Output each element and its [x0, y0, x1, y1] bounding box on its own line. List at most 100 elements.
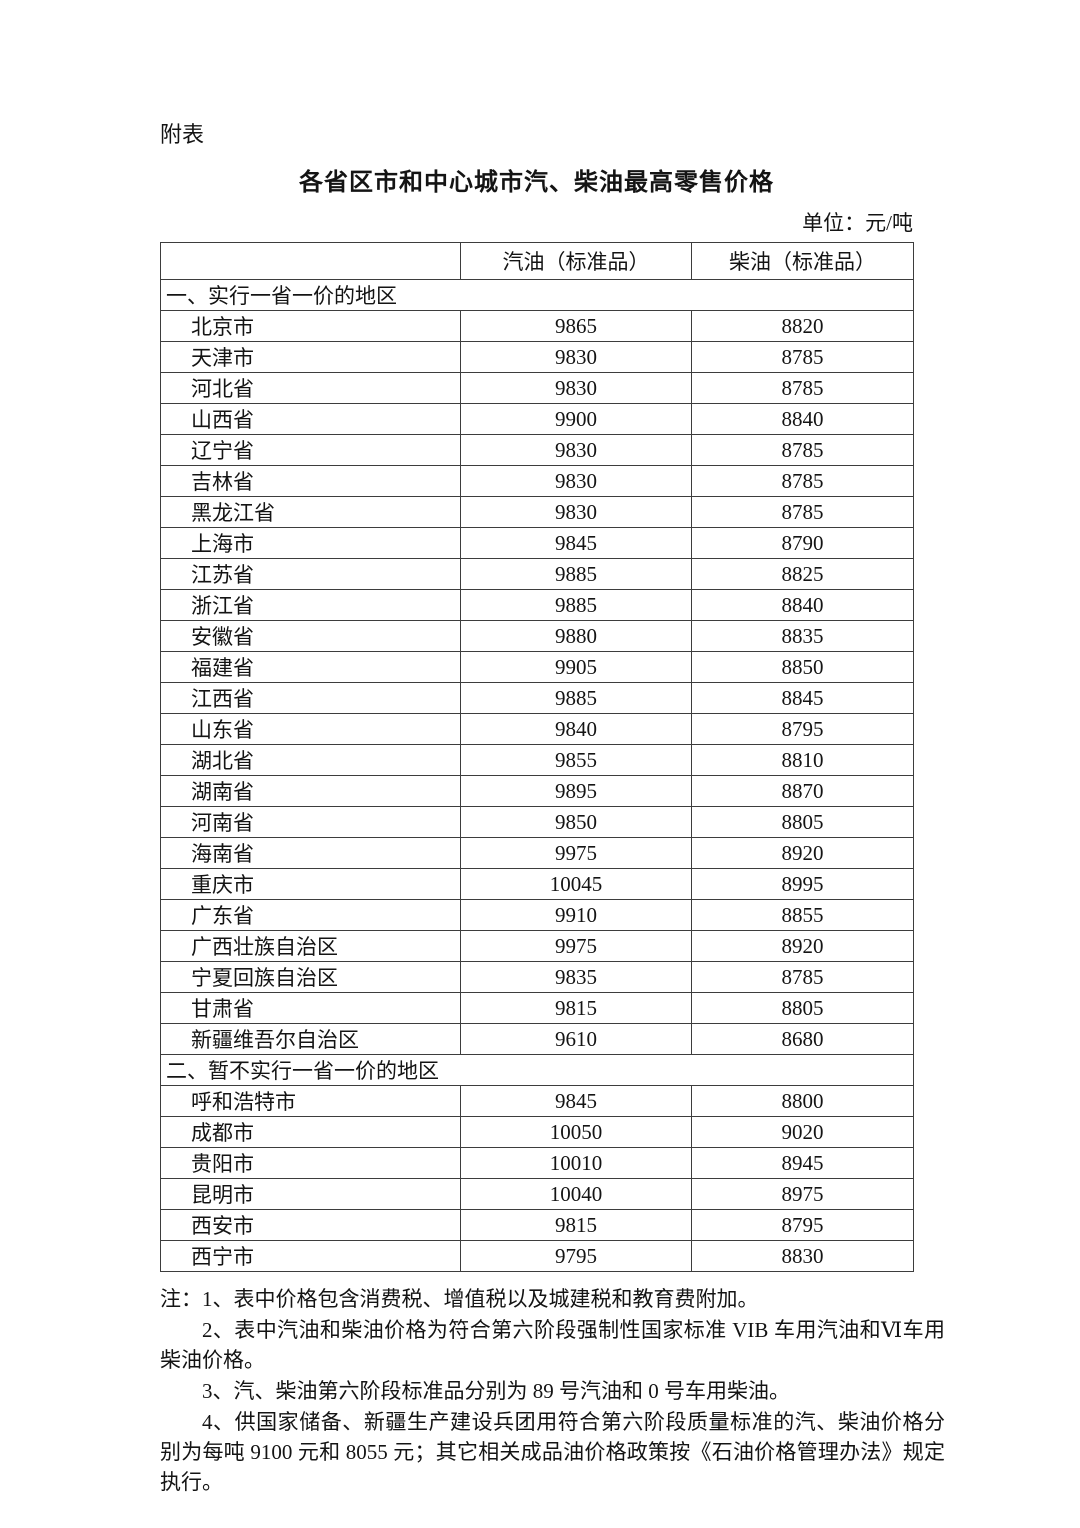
gasoline-price-cell: 9975	[460, 837, 692, 869]
price-row: 重庆市 10045 8995	[160, 868, 914, 900]
region-cell: 福建省	[160, 651, 461, 683]
gasoline-price-cell: 9815	[460, 992, 692, 1024]
gasoline-price-cell: 9855	[460, 744, 692, 776]
gasoline-price-cell: 9830	[460, 496, 692, 528]
diesel-price-cell: 8975	[691, 1178, 914, 1210]
region-cell: 山东省	[160, 713, 461, 745]
price-row: 山东省 9840 8795	[160, 713, 914, 745]
price-row: 河南省 9850 8805	[160, 806, 914, 838]
gasoline-price-cell: 9975	[460, 930, 692, 962]
gasoline-price-cell: 10045	[460, 868, 692, 900]
region-cell: 西安市	[160, 1209, 461, 1241]
diesel-price-cell: 8870	[691, 775, 914, 807]
table-header-row: 汽油（标准品） 柴油（标准品）	[160, 242, 914, 280]
region-cell: 呼和浩特市	[160, 1085, 461, 1117]
region-cell: 江西省	[160, 682, 461, 714]
price-row: 北京市 9865 8820	[160, 310, 914, 342]
region-cell: 甘肃省	[160, 992, 461, 1024]
diesel-price-cell: 8805	[691, 806, 914, 838]
gasoline-price-cell: 10010	[460, 1147, 692, 1179]
note-3: 3、汽、柴油第六阶段标准品分别为 89 号汽油和 0 号车用柴油。	[202, 1379, 790, 1403]
region-cell: 重庆市	[160, 868, 461, 900]
notes: 注：1、表中价格包含消费税、增值税以及城建税和教育费附加。 2、表中汽油和柴油价格…	[160, 1284, 945, 1497]
price-row: 湖北省 9855 8810	[160, 744, 914, 776]
region-cell: 西宁市	[160, 1240, 461, 1272]
table-section-row: 二、暂不实行一省一价的地区	[160, 1054, 914, 1086]
diesel-price-cell: 8790	[691, 527, 914, 559]
price-row: 呼和浩特市 9845 8800	[160, 1085, 914, 1117]
gasoline-price-cell: 9840	[460, 713, 692, 745]
price-table: 汽油（标准品） 柴油（标准品） 一、实行一省一价的地区 北京市 9865 8820 天津…	[160, 242, 914, 1272]
region-cell: 山西省	[160, 403, 461, 435]
gasoline-price-cell: 9850	[460, 806, 692, 838]
price-row: 河北省 9830 8785	[160, 372, 914, 404]
region-cell: 昆明市	[160, 1178, 461, 1210]
region-cell: 浙江省	[160, 589, 461, 621]
region-cell: 江苏省	[160, 558, 461, 590]
diesel-price-cell: 8785	[691, 341, 914, 373]
gasoline-price-cell: 9830	[460, 372, 692, 404]
diesel-price-cell: 8945	[691, 1147, 914, 1179]
price-row: 黑龙江省 9830 8785	[160, 496, 914, 528]
gasoline-price-cell: 9880	[460, 620, 692, 652]
price-row: 贵阳市 10010 8945	[160, 1147, 914, 1179]
diesel-price-cell: 8785	[691, 465, 914, 497]
price-row: 福建省 9905 8850	[160, 651, 914, 683]
gasoline-price-cell: 9885	[460, 682, 692, 714]
price-row: 上海市 9845 8790	[160, 527, 914, 559]
gasoline-price-cell: 9905	[460, 651, 692, 683]
gasoline-price-cell: 9865	[460, 310, 692, 342]
diesel-price-cell: 8785	[691, 434, 914, 466]
region-cell: 天津市	[160, 341, 461, 373]
diesel-price-cell: 8680	[691, 1023, 914, 1055]
diesel-price-cell: 8840	[691, 403, 914, 435]
gasoline-price-cell: 9795	[460, 1240, 692, 1272]
gasoline-price-cell: 9845	[460, 527, 692, 559]
region-cell: 河南省	[160, 806, 461, 838]
diesel-price-cell: 8785	[691, 961, 914, 993]
diesel-price-cell: 8795	[691, 1209, 914, 1241]
diesel-price-cell: 8855	[691, 899, 914, 931]
region-cell: 湖北省	[160, 744, 461, 776]
region-cell: 河北省	[160, 372, 461, 404]
price-row: 湖南省 9895 8870	[160, 775, 914, 807]
price-row: 西宁市 9795 8830	[160, 1240, 914, 1272]
gasoline-price-cell: 10040	[460, 1178, 692, 1210]
price-row: 江西省 9885 8845	[160, 682, 914, 714]
price-row: 广东省 9910 8855	[160, 899, 914, 931]
price-row: 西安市 9815 8795	[160, 1209, 914, 1241]
document-page: 附表 各省区市和中心城市汽、柴油最高零售价格 单位：元/吨 汽油（标准品） 柴油…	[160, 122, 945, 1497]
diesel-price-cell: 8995	[691, 868, 914, 900]
region-cell: 广东省	[160, 899, 461, 931]
diesel-column-header: 柴油（标准品）	[691, 242, 914, 280]
note-2: 2、表中汽油和柴油价格为符合第六阶段强制性国家标准 VIB 车用汽油和Ⅵ车用柴油…	[160, 1318, 945, 1372]
gasoline-column-header: 汽油（标准品）	[460, 242, 692, 280]
diesel-price-cell: 8840	[691, 589, 914, 621]
price-row: 宁夏回族自治区 9835 8785	[160, 961, 914, 993]
table-section-row: 一、实行一省一价的地区	[160, 279, 914, 311]
diesel-price-cell: 8920	[691, 930, 914, 962]
section-label: 一、实行一省一价的地区	[160, 279, 914, 311]
diesel-price-cell: 8820	[691, 310, 914, 342]
region-cell: 贵阳市	[160, 1147, 461, 1179]
price-table-body: 一、实行一省一价的地区 北京市 9865 8820 天津市 9830 8785 河北省 9830…	[160, 279, 914, 1272]
price-row: 浙江省 9885 8840	[160, 589, 914, 621]
price-row: 新疆维吾尔自治区 9610 8680	[160, 1023, 914, 1055]
appendix-label: 附表	[160, 122, 205, 147]
gasoline-price-cell: 9900	[460, 403, 692, 435]
region-cell: 海南省	[160, 837, 461, 869]
diesel-price-cell: 8835	[691, 620, 914, 652]
unit-label: 单位：元/吨	[802, 211, 913, 235]
region-cell: 新疆维吾尔自治区	[160, 1023, 461, 1055]
diesel-price-cell: 8830	[691, 1240, 914, 1272]
gasoline-price-cell: 9830	[460, 465, 692, 497]
price-row: 安徽省 9880 8835	[160, 620, 914, 652]
diesel-price-cell: 8850	[691, 651, 914, 683]
diesel-price-cell: 8920	[691, 837, 914, 869]
gasoline-price-cell: 9895	[460, 775, 692, 807]
price-row: 江苏省 9885 8825	[160, 558, 914, 590]
diesel-price-cell: 8825	[691, 558, 914, 590]
price-row: 甘肃省 9815 8805	[160, 992, 914, 1024]
gasoline-price-cell: 9835	[460, 961, 692, 993]
gasoline-price-cell: 9830	[460, 434, 692, 466]
